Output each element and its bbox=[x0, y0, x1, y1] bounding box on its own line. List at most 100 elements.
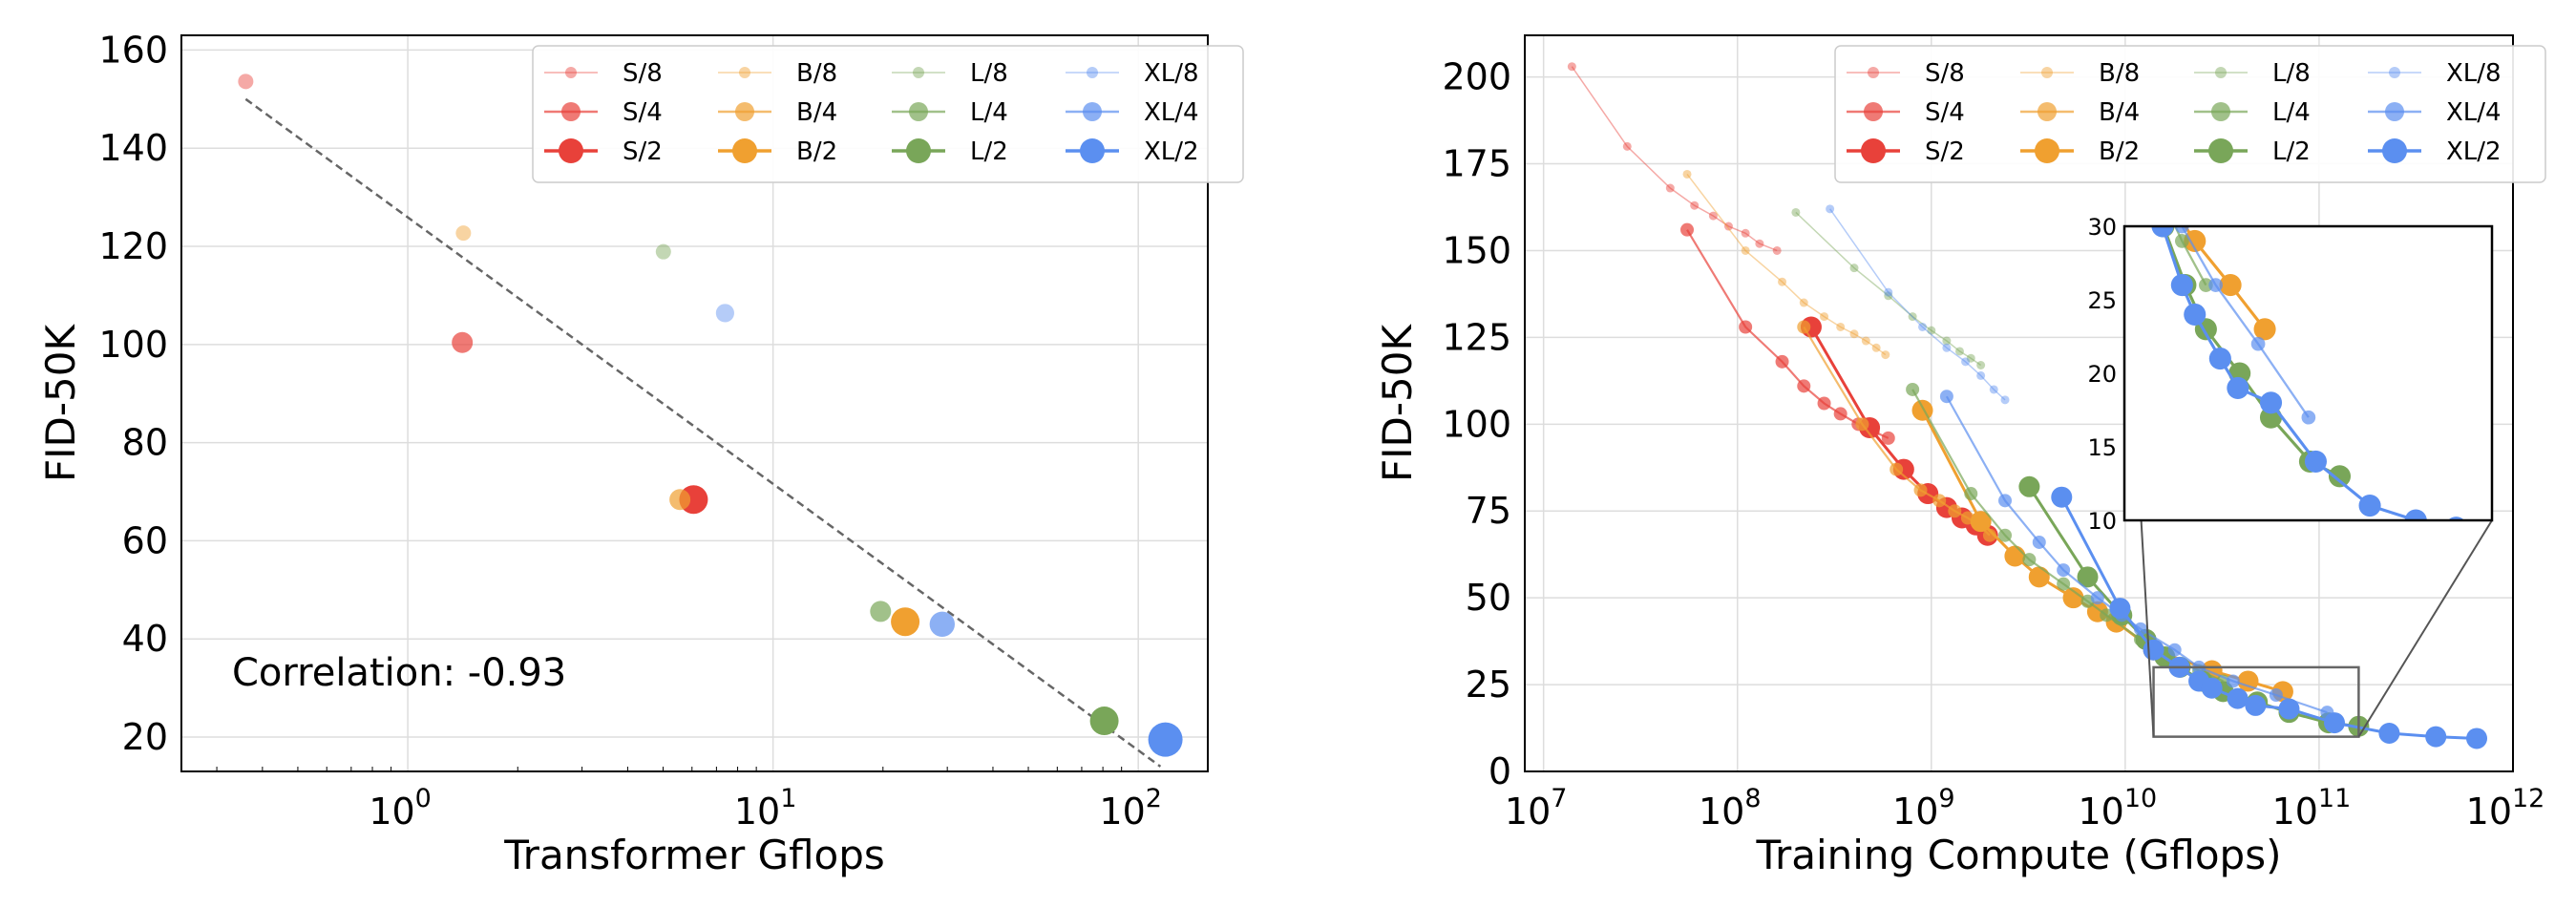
series-marker bbox=[1836, 322, 1846, 331]
legend-item-b-2: B/2 bbox=[718, 137, 837, 166]
legend-swatch-marker bbox=[2041, 67, 2053, 78]
series-marker bbox=[2133, 622, 2147, 636]
series-marker bbox=[1690, 200, 1700, 210]
series-marker bbox=[2167, 643, 2182, 657]
series-marker bbox=[1741, 245, 1750, 255]
series-marker bbox=[1791, 207, 1801, 217]
x-tick-base: 10 bbox=[1505, 791, 1551, 833]
series-marker bbox=[2099, 0, 2113, 12]
series-marker bbox=[1998, 528, 2013, 542]
series-marker bbox=[2259, 391, 2283, 414]
legend-label: XL/4 bbox=[1144, 98, 1199, 127]
y-tick-label: 80 bbox=[122, 422, 168, 464]
series-marker bbox=[1913, 483, 1928, 497]
series-marker bbox=[1739, 320, 1753, 334]
legend-swatch-marker bbox=[1868, 67, 1879, 78]
series-marker bbox=[2226, 674, 2240, 688]
series-line bbox=[1795, 211, 1982, 367]
series-marker bbox=[2184, 229, 2206, 252]
series-marker bbox=[2022, 553, 2037, 567]
series-marker bbox=[2201, 677, 2223, 699]
x-tick-exponent: 9 bbox=[1938, 784, 1954, 813]
series-marker bbox=[2174, 226, 2189, 234]
inset-plot bbox=[2095, 0, 2465, 520]
series-marker bbox=[2062, 587, 2084, 609]
x-tick-exponent: 12 bbox=[2512, 784, 2544, 813]
legend-label: B/2 bbox=[796, 137, 837, 166]
x-tick-label: 101 bbox=[734, 784, 797, 833]
series-marker bbox=[1918, 322, 1928, 331]
series-marker bbox=[2227, 376, 2249, 399]
inset-y-tick-label: 25 bbox=[2087, 287, 2117, 314]
x-tick-base: 10 bbox=[1892, 791, 1938, 833]
series-line bbox=[1829, 208, 2006, 401]
series-marker bbox=[1932, 494, 1947, 508]
data-point-s-8 bbox=[238, 74, 254, 90]
series-s-8 bbox=[1567, 62, 1782, 255]
legend-item-xl-2: XL/2 bbox=[2368, 137, 2502, 166]
data-point-l-8 bbox=[655, 243, 671, 260]
data-point-l-4 bbox=[870, 601, 892, 622]
series-marker bbox=[2208, 348, 2231, 370]
legend-item-xl-4: XL/4 bbox=[2368, 98, 2502, 127]
legend-item-s-8: S/8 bbox=[1847, 59, 1965, 88]
series-marker bbox=[1964, 487, 1978, 501]
legend-swatch-marker bbox=[909, 102, 928, 121]
legend-swatch-marker bbox=[2208, 138, 2233, 163]
series-marker bbox=[1772, 245, 1782, 255]
series-marker bbox=[1799, 298, 1808, 307]
legend-swatch-marker bbox=[1861, 138, 1886, 163]
series-marker bbox=[2028, 566, 2050, 588]
x-tick-base: 10 bbox=[2079, 791, 2124, 833]
legend-label: S/8 bbox=[623, 59, 663, 88]
series-marker bbox=[1682, 169, 1692, 179]
series-marker bbox=[1665, 183, 1675, 193]
series-marker bbox=[2095, 0, 2117, 17]
legend-item-xl-8: XL/8 bbox=[2368, 59, 2502, 88]
y-axis-label: FID-50K bbox=[1374, 324, 1421, 482]
series-xl-2 bbox=[2151, 226, 2465, 520]
x-axis-label: Transformer Gflops bbox=[503, 832, 885, 878]
series-marker bbox=[1849, 329, 1859, 339]
inset-y-tick-label: 15 bbox=[2087, 434, 2117, 461]
series-marker bbox=[1881, 350, 1890, 360]
y-tick-label: 200 bbox=[1442, 56, 1511, 98]
series-marker bbox=[2004, 545, 2026, 567]
inset-y-tick-label: 30 bbox=[2087, 214, 2117, 241]
series-marker bbox=[1567, 62, 1576, 72]
legend-label: L/8 bbox=[2272, 59, 2311, 88]
series-marker bbox=[2466, 728, 2488, 749]
data-point-xl-4 bbox=[929, 611, 956, 637]
legend-label: S/4 bbox=[1925, 98, 1965, 127]
series-b-2 bbox=[2183, 226, 2276, 341]
series-marker bbox=[2245, 694, 2267, 716]
legend-label: B/8 bbox=[796, 59, 837, 88]
legend-item-l-8: L/8 bbox=[892, 59, 1008, 88]
series-marker bbox=[2143, 639, 2164, 661]
plot-frame bbox=[1524, 34, 2514, 772]
series-marker bbox=[2425, 726, 2447, 748]
data-point-xl-8 bbox=[715, 304, 734, 323]
legend-item-s-2: S/2 bbox=[1847, 137, 1965, 166]
series-marker bbox=[1998, 494, 2013, 508]
legend-item-xl-2: XL/2 bbox=[1066, 137, 1199, 166]
series-marker bbox=[1826, 204, 1835, 214]
series-marker bbox=[1927, 326, 1936, 335]
inset-frame bbox=[2122, 224, 2494, 522]
series-marker bbox=[1820, 312, 1829, 322]
series-marker bbox=[2301, 410, 2316, 425]
x-tick-base: 10 bbox=[369, 791, 414, 833]
legend-swatch-marker bbox=[2389, 67, 2400, 78]
y-tick-label: 160 bbox=[98, 29, 168, 71]
legend-swatch-marker bbox=[2215, 67, 2227, 78]
legend-item-b-4: B/4 bbox=[718, 98, 837, 127]
legend-label: S/8 bbox=[1925, 59, 1965, 88]
legend-label: S/4 bbox=[623, 98, 663, 127]
inset-y-tick-label: 20 bbox=[2087, 361, 2117, 388]
series-marker bbox=[1948, 504, 1962, 518]
legend-swatch-marker bbox=[906, 138, 931, 163]
series-b-8 bbox=[1682, 169, 1890, 360]
legend-swatch-marker bbox=[735, 102, 754, 121]
